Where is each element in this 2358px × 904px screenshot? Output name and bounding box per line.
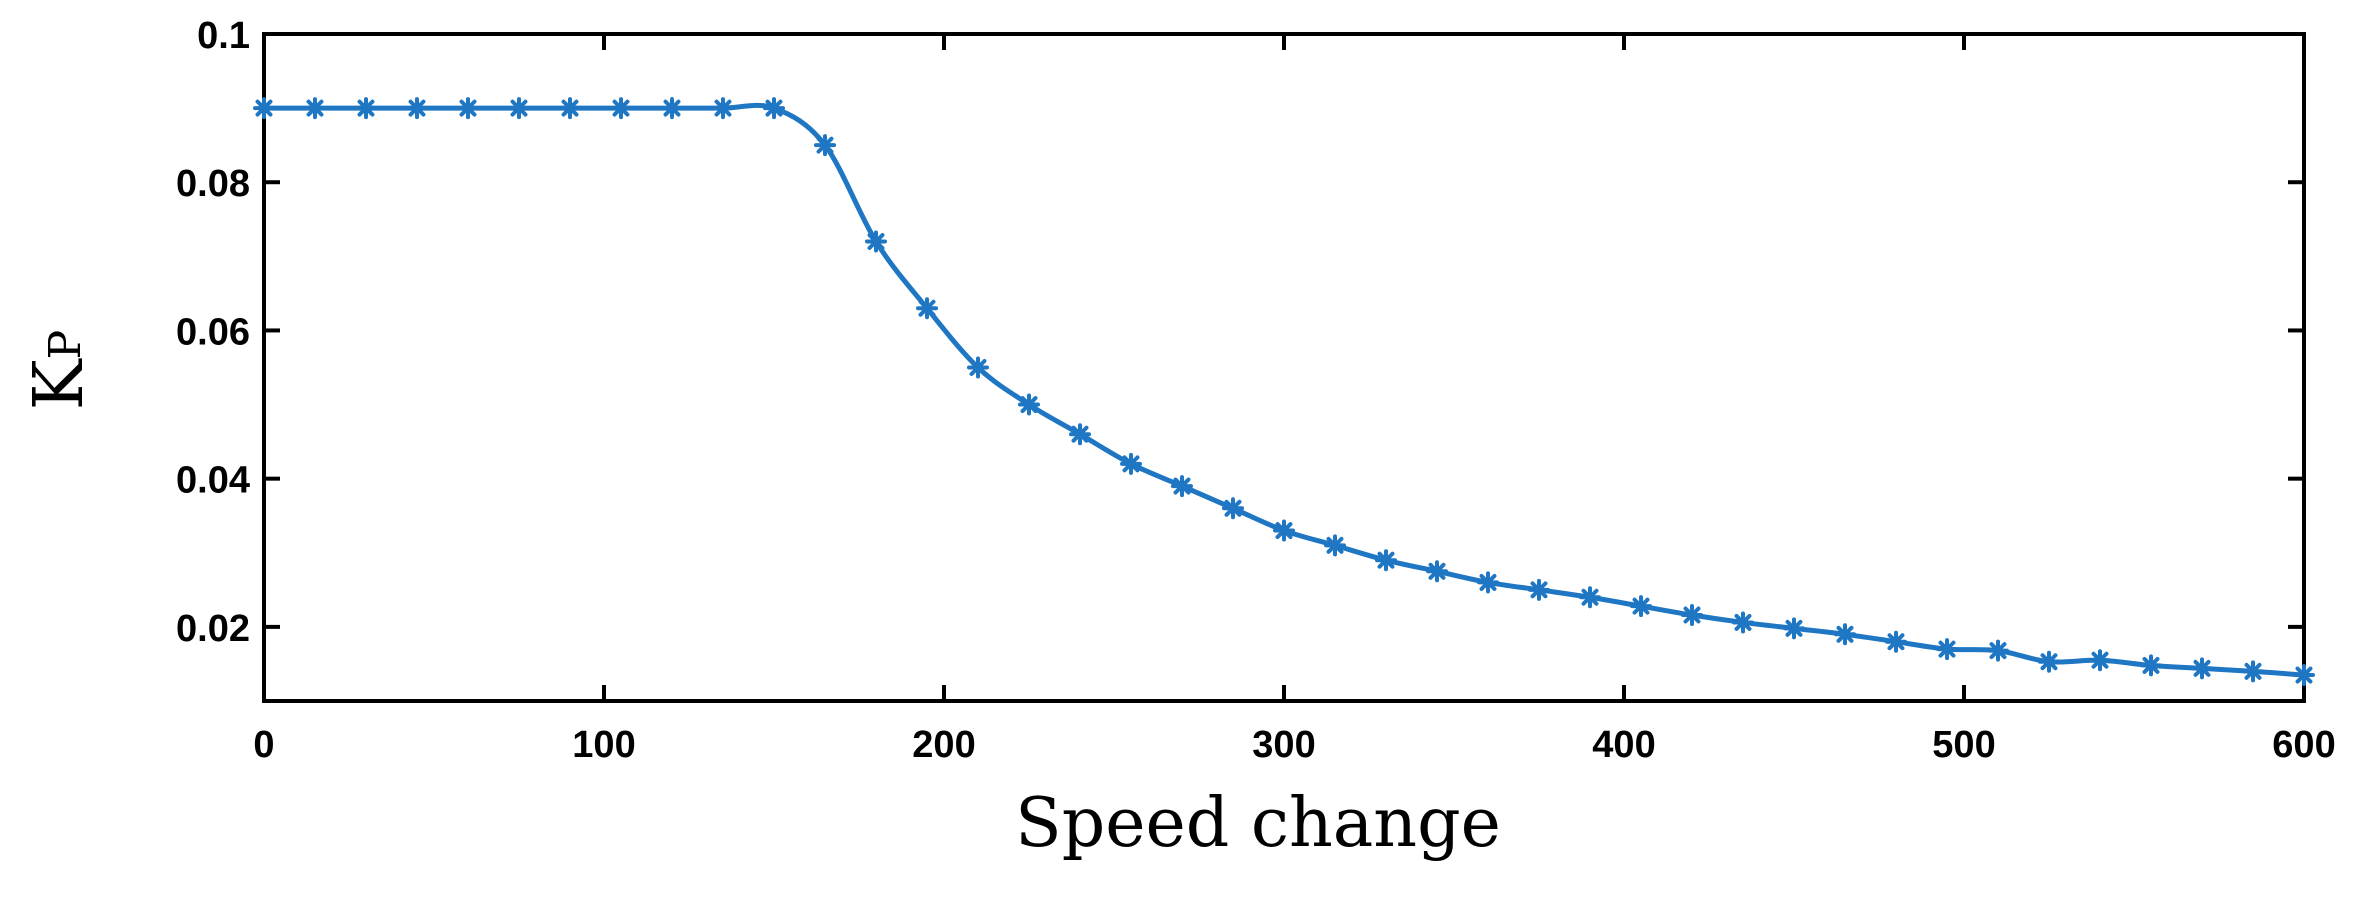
data-point bbox=[1375, 549, 1397, 572]
series-line bbox=[263, 102, 2305, 678]
y-axis-title-sub: P bbox=[40, 330, 91, 360]
data-point bbox=[1681, 604, 1703, 627]
data-point bbox=[1120, 452, 1142, 475]
x-tick-label: 400 bbox=[1592, 724, 1655, 766]
data-point bbox=[1936, 638, 1958, 661]
data-point bbox=[406, 97, 428, 120]
data-point bbox=[1426, 560, 1448, 583]
data-point bbox=[814, 134, 836, 157]
data-point bbox=[457, 97, 479, 120]
x-tick-label: 500 bbox=[1932, 724, 1995, 766]
data-point bbox=[2140, 654, 2162, 677]
data-point bbox=[1069, 423, 1091, 446]
data-point bbox=[1477, 571, 1499, 594]
x-tick-label: 0 bbox=[253, 724, 274, 766]
data-point bbox=[2293, 664, 2315, 687]
data-point bbox=[1171, 475, 1193, 498]
x-axis-title: Speed change bbox=[1015, 784, 1501, 863]
tick-labels: 0 100 200 300 400 500 600 0.02 0.04 0.06 0.08 0.1 bbox=[176, 15, 2336, 766]
x-tick-label: 300 bbox=[1252, 724, 1315, 766]
data-point bbox=[304, 97, 326, 120]
data-point bbox=[2242, 660, 2264, 683]
data-point bbox=[1732, 611, 1754, 634]
data-point bbox=[661, 97, 683, 120]
data-point bbox=[2191, 657, 2213, 680]
y-axis-title: KP bbox=[20, 330, 99, 410]
data-point bbox=[1783, 617, 1805, 640]
data-point bbox=[1834, 623, 1856, 646]
x-tick-label: 100 bbox=[572, 724, 635, 766]
data-point bbox=[1579, 586, 1601, 609]
data-point bbox=[253, 97, 275, 120]
data-point bbox=[865, 230, 887, 253]
series-layer bbox=[253, 97, 2315, 687]
x-tick-label: 200 bbox=[912, 724, 975, 766]
data-point bbox=[967, 356, 989, 379]
data-point bbox=[1324, 534, 1346, 557]
data-point bbox=[1018, 393, 1040, 416]
data-point bbox=[1222, 497, 1244, 520]
axis-ticks bbox=[262, 32, 2306, 701]
y-axis-title-main: K bbox=[20, 358, 99, 410]
data-point bbox=[355, 97, 377, 120]
data-point bbox=[712, 97, 734, 120]
data-point bbox=[1987, 639, 2009, 662]
data-point bbox=[508, 97, 530, 120]
data-point bbox=[1630, 595, 1652, 618]
x-tick-label: 600 bbox=[2272, 724, 2335, 766]
y-tick-label: 0.04 bbox=[176, 460, 250, 502]
data-point bbox=[2089, 649, 2111, 672]
y-tick-label: 0.08 bbox=[176, 163, 250, 205]
plot-frame bbox=[262, 32, 2306, 703]
data-point bbox=[559, 97, 581, 120]
data-point bbox=[916, 297, 938, 320]
y-tick-label: 0.1 bbox=[197, 15, 250, 57]
data-point bbox=[1528, 578, 1550, 601]
plot-area bbox=[262, 32, 2306, 703]
data-point bbox=[2038, 650, 2060, 673]
y-tick-label: 0.06 bbox=[176, 311, 250, 353]
data-point bbox=[1273, 519, 1295, 542]
data-point bbox=[1885, 630, 1907, 653]
y-tick-label: 0.02 bbox=[176, 608, 250, 650]
data-point bbox=[610, 97, 632, 120]
data-point bbox=[763, 97, 785, 120]
